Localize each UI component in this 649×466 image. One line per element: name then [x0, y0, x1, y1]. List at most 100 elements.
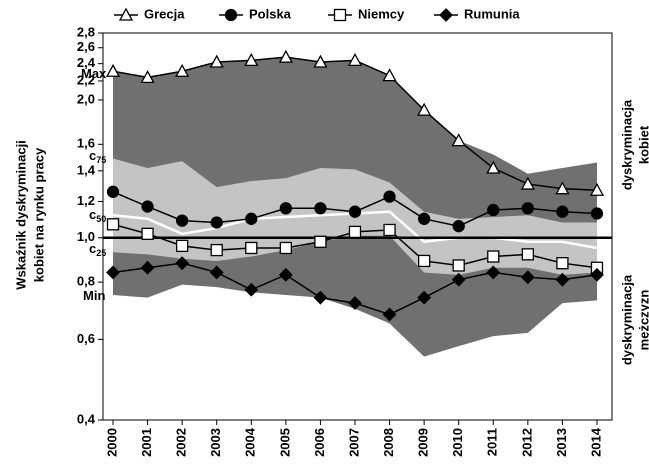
marker: [486, 160, 501, 174]
marker: [348, 225, 362, 239]
band-label-text: c: [89, 241, 96, 256]
marker: [452, 220, 465, 233]
y-tick-label: 0,6: [77, 331, 95, 346]
marker: [245, 241, 258, 255]
y-tick-label: 1,0: [77, 229, 95, 244]
y-tick-label: 1,4: [77, 162, 96, 177]
marker: [520, 270, 535, 285]
plot-frame: [102, 32, 613, 421]
marker: [106, 185, 120, 198]
marker: [210, 243, 223, 257]
marker: [487, 250, 500, 263]
band-label: c75: [89, 148, 106, 165]
marker: [590, 207, 604, 220]
marker: [555, 272, 570, 287]
y-tick-label: 2,4: [77, 55, 96, 70]
band-label-sub: 25: [96, 248, 106, 258]
marker: [278, 49, 293, 63]
y-tick-label: 2,2: [77, 72, 95, 87]
y-tick-label: 1,2: [77, 193, 95, 208]
side-label: dyskryminacja: [619, 274, 634, 365]
legend-label: Polska: [249, 6, 292, 21]
marker: [106, 265, 120, 280]
marker: [314, 202, 327, 215]
marker: [383, 223, 396, 237]
marker: [244, 282, 259, 297]
legend-label: Grecja: [144, 6, 185, 21]
marker: [140, 70, 155, 84]
x-tick-label: 2003: [208, 428, 223, 457]
marker: [417, 212, 431, 225]
marker: [520, 176, 535, 190]
marker: [417, 290, 432, 305]
marker: [486, 265, 501, 280]
marker: [451, 272, 466, 287]
x-tick-label: 2004: [243, 427, 258, 457]
band-label: Min: [83, 288, 105, 303]
y-tick-label: 2,8: [77, 24, 95, 39]
y-tick-label: 0,8: [77, 274, 95, 289]
band-label-text: c: [89, 148, 96, 163]
x-tick-label: 2002: [174, 428, 189, 457]
marker: [555, 181, 570, 195]
y-tick-label: 2,0: [77, 91, 95, 106]
marker: [590, 267, 604, 282]
marker: [313, 290, 328, 305]
marker: [141, 227, 154, 240]
marker: [209, 54, 224, 68]
y-tick-label: 1,6: [77, 136, 95, 151]
marker: [439, 8, 453, 22]
marker: [348, 205, 362, 218]
legend-label: Rumunia: [464, 6, 520, 21]
legend-label: Niemcy: [358, 6, 405, 21]
marker: [224, 8, 238, 22]
marker: [451, 133, 466, 147]
marker: [106, 218, 120, 231]
marker: [244, 53, 259, 67]
band-label: Max: [81, 66, 107, 81]
band-label-text: c: [89, 207, 96, 222]
band-label: c25: [89, 241, 106, 258]
marker: [589, 182, 605, 196]
x-tick-label: 2001: [139, 428, 154, 457]
marker: [279, 202, 293, 215]
marker: [209, 265, 224, 280]
x-tick-label: 2000: [104, 428, 119, 457]
band-label-sub: 75: [96, 155, 106, 165]
marker: [333, 8, 347, 22]
marker: [347, 53, 363, 67]
y-tick-label: 2,6: [77, 39, 95, 54]
marker: [487, 203, 500, 217]
band-label-text: Max: [81, 66, 107, 81]
marker: [105, 63, 121, 77]
marker: [279, 241, 293, 255]
marker: [521, 248, 534, 261]
marker: [118, 7, 134, 21]
marker: [556, 257, 569, 270]
marker: [175, 239, 189, 253]
marker: [314, 235, 327, 248]
marker: [417, 102, 432, 116]
y-axis-label: Wskaźnik dyskryminacji: [13, 140, 28, 290]
band-label-sub: 50: [96, 214, 106, 224]
y-axis-label: kobiet na rynku pracy: [31, 147, 46, 282]
x-tick-label: 2008: [381, 428, 396, 457]
marker: [140, 260, 155, 275]
marker: [210, 216, 223, 229]
marker: [141, 200, 154, 213]
marker: [383, 190, 396, 203]
marker: [556, 205, 569, 218]
marker: [175, 256, 190, 271]
band-label-text: Min: [83, 288, 105, 303]
marker: [278, 267, 293, 282]
x-tick-label: 2012: [519, 428, 534, 457]
x-tick-label: 2011: [485, 428, 500, 456]
x-tick-label: 2006: [312, 428, 327, 457]
marker: [417, 254, 431, 268]
side-label: mężczyzn: [636, 290, 649, 351]
marker: [521, 202, 534, 215]
marker: [175, 63, 190, 77]
marker: [175, 214, 189, 227]
x-tick-label: 2007: [346, 428, 361, 457]
